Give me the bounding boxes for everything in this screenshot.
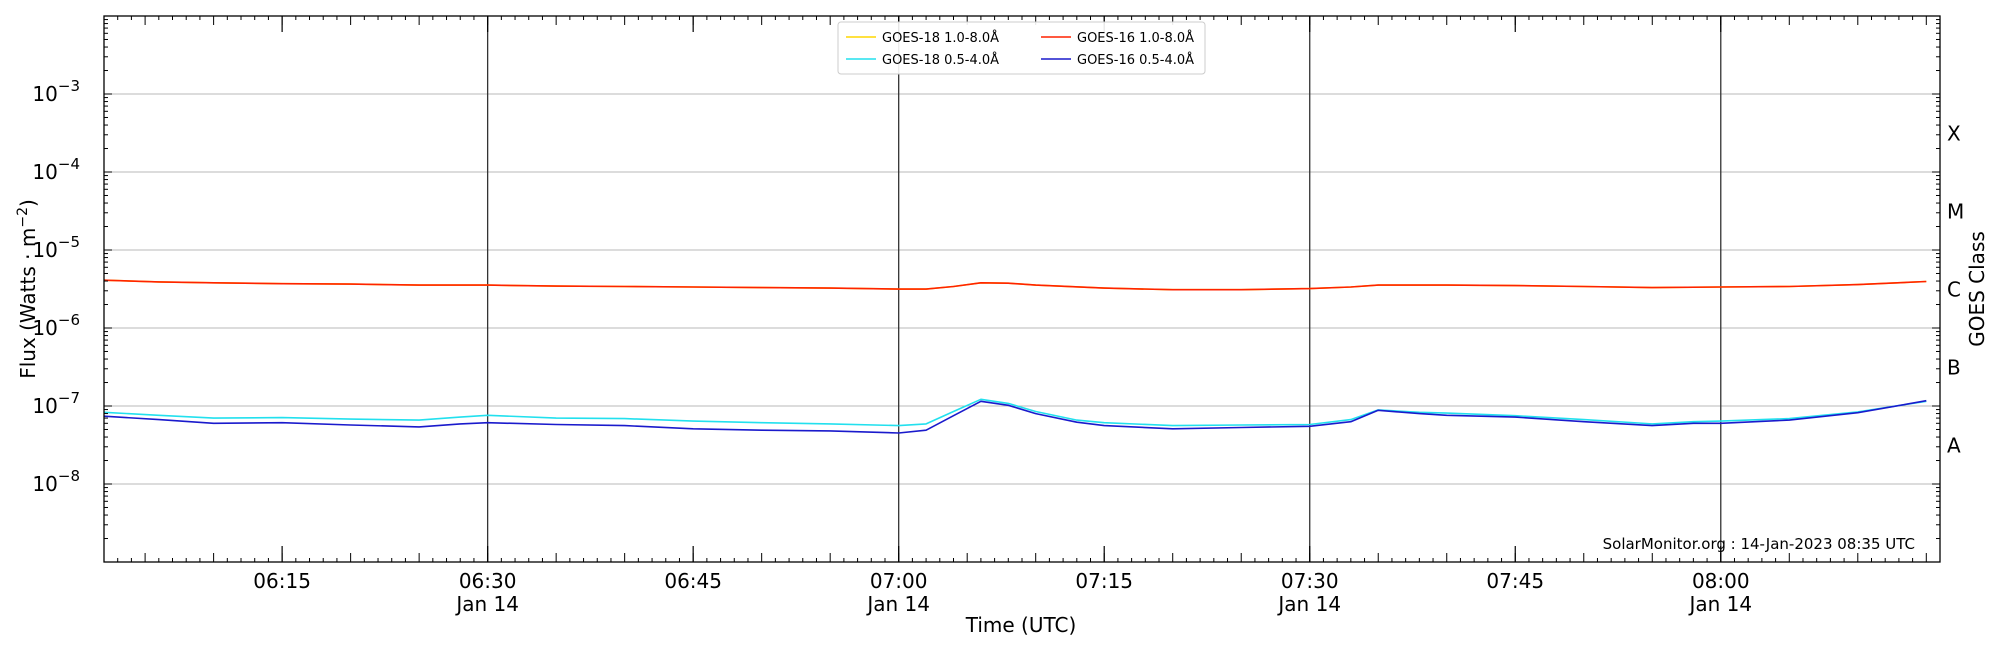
y-tick-label: 10−4: [32, 155, 80, 184]
series-line: [103, 398, 1927, 427]
x-tick-label: 07:30: [1281, 569, 1339, 593]
y-tick-label: 10−6: [32, 311, 80, 340]
grid-layer: [104, 93, 1940, 485]
x-tick-date-label: Jan 14: [1276, 592, 1341, 616]
goes-class-label: C: [1947, 278, 1961, 302]
goes-class-label: A: [1947, 434, 1961, 458]
y-tick-label: 10−5: [32, 233, 80, 262]
legend-label: GOES-16 1.0-8.0Å: [1077, 30, 1194, 46]
series-layer: [103, 279, 1927, 434]
legend-label: GOES-18 1.0-8.0Å: [882, 30, 999, 46]
goes-class-axis-title: GOES Class: [1965, 231, 1989, 347]
y-tick-labels: 10−3 10−4 10−5 10−6 10−7 10−8: [32, 77, 80, 496]
legend: GOES-18 1.0-8.0Å GOES-18 0.5-4.0Å GOES-16 …: [837, 21, 1206, 75]
goes-class-label: M: [1947, 200, 1964, 224]
tick-layer: [103, 16, 1941, 563]
x-tick-date-label: Jan 14: [865, 592, 930, 616]
y-tick-label: 10−8: [32, 467, 80, 496]
legend-label: GOES-16 0.5-4.0Å: [1077, 52, 1194, 68]
x-tick-label: 07:15: [1075, 569, 1133, 593]
x-tick-date-label: Jan 14: [1687, 592, 1752, 616]
series-line: [103, 399, 1927, 434]
x-tick-label: 07:45: [1486, 569, 1544, 593]
goes-class-label: X: [1947, 122, 1961, 146]
x-axis-title: Time (UTC): [965, 613, 1077, 637]
legend-box: [837, 21, 1206, 75]
series-line: [103, 279, 1927, 291]
y-axis-title: Flux (Watts · m−2): [15, 199, 40, 379]
x-tick-label: 06:30: [459, 569, 517, 593]
y-tick-label: 10−3: [32, 77, 80, 106]
x-tick-label: 07:00: [870, 569, 928, 593]
goes-class-label: B: [1947, 356, 1961, 380]
legend-label: GOES-18 0.5-4.0Å: [882, 52, 999, 68]
x-tick-label: 08:00: [1692, 569, 1750, 593]
goes-class-labels: X M C B A: [1947, 122, 1964, 458]
credit-text: SolarMonitor.org : 14-Jan-2023 08:35 UTC: [1603, 535, 1915, 553]
y-tick-label: 10−7: [32, 389, 80, 418]
x-tick-label: 06:15: [253, 569, 311, 593]
x-tick-date-label: Jan 14: [454, 592, 519, 616]
x-tick-label: 06:45: [664, 569, 722, 593]
